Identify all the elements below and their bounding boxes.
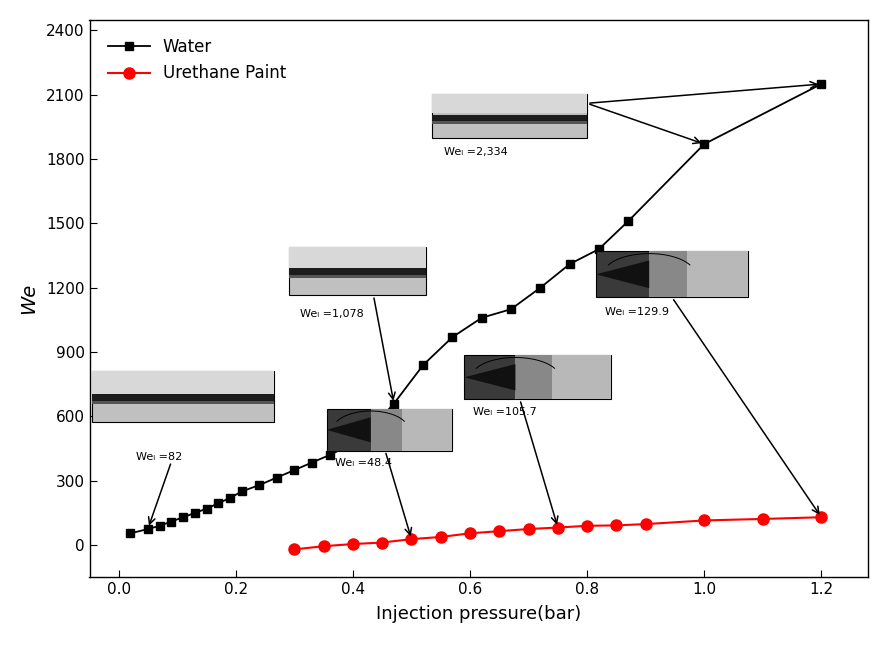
Text: Weₗ =105.7: Weₗ =105.7 bbox=[472, 407, 536, 417]
Water bbox=[201, 504, 212, 512]
Urethane Paint bbox=[376, 539, 387, 546]
Bar bbox=[370, 409, 452, 451]
Bar bbox=[92, 371, 274, 394]
Urethane Paint bbox=[406, 535, 417, 543]
Water bbox=[236, 487, 247, 495]
Water bbox=[166, 518, 177, 525]
Water bbox=[358, 432, 369, 440]
Water bbox=[142, 525, 153, 533]
Polygon shape bbox=[595, 260, 648, 288]
Polygon shape bbox=[326, 417, 370, 442]
Urethane Paint bbox=[523, 525, 534, 533]
Urethane Paint bbox=[434, 533, 445, 541]
Bar bbox=[432, 94, 586, 138]
Bar bbox=[432, 115, 586, 121]
Urethane Paint bbox=[347, 540, 358, 548]
Bar bbox=[464, 356, 610, 400]
Bar bbox=[687, 251, 747, 297]
Bar bbox=[326, 409, 452, 451]
Text: Weₗ =2,334: Weₗ =2,334 bbox=[443, 147, 507, 157]
Text: Weₗ =1,078: Weₗ =1,078 bbox=[299, 309, 364, 319]
Text: Weₗ =129.9: Weₗ =129.9 bbox=[604, 306, 668, 317]
Bar bbox=[92, 401, 274, 404]
Water bbox=[190, 509, 200, 517]
Urethane Paint bbox=[464, 529, 475, 537]
Urethane Paint bbox=[318, 543, 329, 550]
Y-axis label: We: We bbox=[19, 283, 38, 314]
Bar bbox=[648, 251, 747, 297]
Water bbox=[213, 499, 224, 507]
Water bbox=[224, 494, 235, 502]
Water bbox=[342, 443, 352, 451]
Water bbox=[125, 529, 136, 537]
Water bbox=[593, 245, 603, 253]
Line: Urethane Paint: Urethane Paint bbox=[289, 512, 826, 555]
Water bbox=[324, 451, 334, 459]
Urethane Paint bbox=[639, 520, 650, 528]
Water bbox=[476, 314, 486, 321]
Bar bbox=[92, 371, 274, 422]
Water bbox=[178, 513, 189, 521]
Urethane Paint bbox=[552, 523, 562, 531]
Water bbox=[535, 284, 545, 292]
Water bbox=[289, 466, 299, 474]
Urethane Paint bbox=[815, 513, 826, 521]
Urethane Paint bbox=[698, 516, 709, 524]
Water bbox=[447, 333, 458, 341]
Bar bbox=[401, 409, 452, 451]
Urethane Paint bbox=[289, 546, 299, 554]
Bar bbox=[515, 356, 610, 400]
Bar bbox=[288, 275, 426, 278]
Bar bbox=[288, 247, 426, 295]
Text: Weₗ =82: Weₗ =82 bbox=[136, 452, 182, 462]
Bar bbox=[432, 121, 586, 124]
Urethane Paint bbox=[581, 522, 592, 530]
Urethane Paint bbox=[611, 522, 621, 529]
Line: Water: Water bbox=[126, 80, 824, 537]
Bar bbox=[288, 247, 426, 269]
Bar bbox=[595, 251, 747, 297]
Bar bbox=[288, 268, 426, 275]
Water bbox=[505, 305, 516, 313]
Water bbox=[254, 481, 265, 489]
Water bbox=[154, 522, 164, 530]
Polygon shape bbox=[464, 364, 515, 390]
Legend: Water, Urethane Paint: Water, Urethane Paint bbox=[97, 28, 296, 92]
Bar bbox=[552, 356, 610, 400]
Water bbox=[388, 400, 399, 407]
Text: Weₗ =48.4: Weₗ =48.4 bbox=[335, 459, 392, 468]
X-axis label: Injection pressure(bar): Injection pressure(bar) bbox=[375, 605, 581, 623]
Bar bbox=[92, 394, 274, 401]
Water bbox=[698, 140, 709, 148]
Urethane Paint bbox=[493, 527, 504, 535]
Water bbox=[815, 80, 826, 88]
Water bbox=[417, 361, 428, 369]
Water bbox=[307, 459, 317, 466]
Bar bbox=[432, 94, 586, 113]
Water bbox=[271, 474, 282, 482]
Urethane Paint bbox=[756, 515, 767, 523]
Water bbox=[622, 217, 633, 225]
Water bbox=[563, 260, 574, 268]
